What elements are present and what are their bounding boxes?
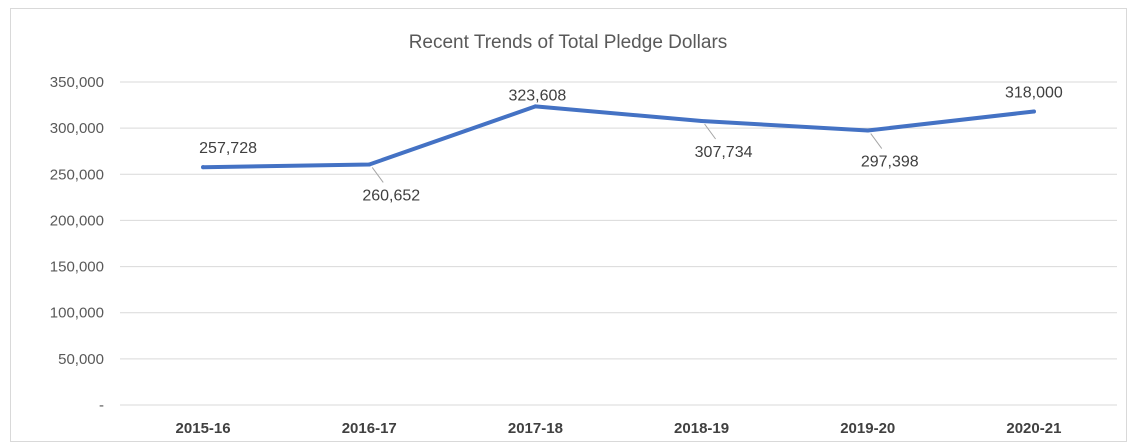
y-tick-label-0: - <box>99 397 104 414</box>
x-tick-label-0: 2015-16 <box>176 420 231 437</box>
leader-lines <box>371 123 883 183</box>
series-line <box>201 104 1036 170</box>
chart-title: Recent Trends of Total Pledge Dollars <box>409 32 728 53</box>
y-tick-label-5: 250,000 <box>50 166 104 183</box>
leader-line-1 <box>371 167 384 183</box>
data-label-3: 307,734 <box>695 144 753 161</box>
y-tick-label-3: 150,000 <box>50 259 104 276</box>
data-point-3 <box>699 119 704 124</box>
data-labels: 257,728 260,652 323,608 307,734 297,398 318,0… <box>199 85 1063 205</box>
data-label-4: 297,398 <box>861 154 919 171</box>
data-point-5 <box>1031 109 1036 114</box>
data-label-0: 257,728 <box>199 140 257 157</box>
data-point-1 <box>367 162 372 167</box>
x-tick-label-3: 2018-19 <box>674 420 729 437</box>
data-label-2: 323,608 <box>508 87 566 104</box>
leader-line-4 <box>870 133 883 149</box>
chart-frame <box>10 8 1127 442</box>
x-tick-label-4: 2019-20 <box>840 420 895 437</box>
y-tick-label-4: 200,000 <box>50 212 104 229</box>
x-tick-label-1: 2016-17 <box>342 420 397 437</box>
y-tick-label-7: 350,000 <box>50 74 104 91</box>
leader-line-3 <box>704 123 716 140</box>
y-axis-tick-labels: - 50,000 100,000 150,000 200,000 250,000 300,0… <box>50 74 104 414</box>
data-point-0 <box>201 165 206 170</box>
data-point-2 <box>533 104 538 109</box>
x-tick-label-2: 2017-18 <box>508 420 563 437</box>
gridlines <box>120 81 1117 406</box>
series-line-group <box>201 104 1036 170</box>
y-tick-label-1: 50,000 <box>58 351 104 368</box>
y-tick-label-6: 300,000 <box>50 120 104 137</box>
x-tick-label-5: 2020-21 <box>1006 420 1061 437</box>
data-label-1: 260,652 <box>362 187 420 204</box>
y-tick-label-2: 100,000 <box>50 305 104 322</box>
data-label-5: 318,000 <box>1005 85 1063 102</box>
data-point-4 <box>865 128 870 133</box>
x-axis-tick-labels: 2015-16 2016-17 2017-18 2018-19 2019-20 2020-… <box>176 420 1062 437</box>
